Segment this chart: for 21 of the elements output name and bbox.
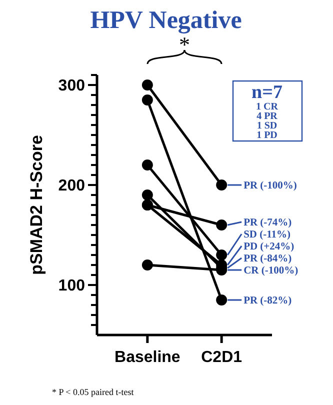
annotation: n=7 [252,82,283,103]
annotation: SD (-11%) [244,230,292,241]
annotation: 4 PR [256,111,278,122]
annotation: PD (+24%) [244,242,295,253]
text: * [179,32,190,57]
annotation: PR (-82%) [244,296,292,307]
y-tick-label: 300 [58,78,86,95]
annotation: 1 SD [256,120,278,132]
x-tick-label: C2D1 [201,349,242,366]
annotation: CR (-100%) [244,266,299,277]
y-tick-label: 100 [58,278,86,295]
annotation: 1 CR [256,102,279,112]
chart-title: HPV Negative [90,7,242,34]
annotation: PR (-100%) [244,180,298,192]
y-axis-title: pSMAD2 H-Score [27,135,46,275]
annotation: 1 PD [256,130,278,141]
x-tick-label: Baseline [114,349,180,366]
y-tick-label: 200 [58,178,86,195]
annotation: PR (-84%) [244,254,292,265]
text: * P < 0.05 paired t-test [52,387,134,397]
annotation: PR (-74%) [244,218,292,229]
